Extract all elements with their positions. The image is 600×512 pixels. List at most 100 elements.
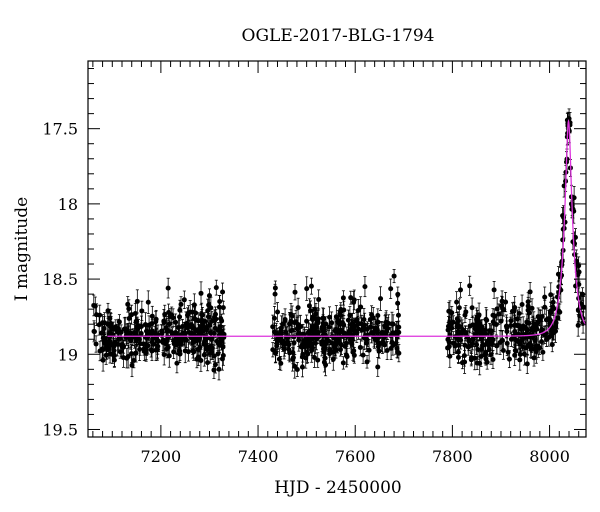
data-point — [290, 355, 296, 361]
data-point — [191, 349, 197, 355]
data-point — [289, 327, 295, 333]
axes-layer: 7200 7400 7600 7800 8000 17.5 18 18.5 19 19.5 — [42, 60, 587, 466]
data-point — [270, 347, 276, 353]
y-tick-label: 17.5 — [42, 120, 78, 139]
data-point — [519, 301, 525, 307]
data-point — [201, 352, 207, 358]
data-point — [205, 360, 211, 366]
data-point — [364, 337, 370, 343]
data-point — [525, 307, 531, 313]
data-point — [461, 353, 467, 359]
data-point — [549, 342, 555, 348]
data-point — [115, 326, 121, 332]
data-point — [499, 298, 505, 304]
data-point — [455, 349, 461, 355]
data-point — [304, 286, 310, 292]
data-point — [99, 330, 105, 336]
x-tick-label: 7200 — [141, 447, 182, 466]
data-point — [212, 325, 218, 331]
x-axis-label: HJD - 2450000 — [274, 478, 402, 498]
data-point — [348, 295, 354, 301]
data-point — [355, 308, 361, 314]
data-point — [129, 312, 135, 318]
data-point — [305, 351, 311, 357]
data-point — [299, 364, 305, 370]
data-point — [342, 343, 348, 349]
data-point — [271, 329, 277, 335]
data-point — [128, 337, 134, 343]
data-point — [189, 309, 195, 315]
data-point — [355, 326, 361, 332]
data-point — [91, 329, 97, 335]
data-point — [516, 323, 522, 329]
data-point — [352, 323, 358, 329]
data-point — [293, 319, 299, 325]
data-point — [384, 348, 390, 354]
data-point — [357, 344, 363, 350]
data-point — [103, 352, 109, 358]
data-point — [479, 332, 485, 338]
x-tick-label: 7800 — [432, 447, 473, 466]
data-point — [572, 241, 578, 247]
data-point — [274, 343, 280, 349]
data-point — [459, 329, 465, 335]
model-curve-layer — [107, 118, 587, 337]
data-point — [550, 330, 556, 336]
data-point — [483, 349, 489, 355]
data-point — [395, 291, 401, 297]
data-point — [531, 355, 537, 361]
data-point — [508, 336, 514, 342]
data-point — [462, 342, 468, 348]
data-point — [216, 366, 222, 372]
data-point — [211, 353, 217, 359]
data-point — [302, 343, 308, 349]
data-point — [133, 350, 139, 356]
data-point — [385, 326, 391, 332]
data-point — [546, 334, 552, 340]
data-point — [449, 325, 455, 331]
data-point — [150, 341, 156, 347]
data-point — [560, 237, 566, 243]
chart-title: OGLE-2017-BLG-1794 — [242, 26, 435, 46]
data-point — [456, 342, 462, 348]
data-point — [217, 299, 223, 305]
data-point — [520, 344, 526, 350]
data-point — [312, 327, 318, 333]
data-point — [575, 272, 581, 278]
data-point — [309, 344, 315, 350]
data-point — [490, 356, 496, 362]
data-point — [388, 286, 394, 292]
data-point — [319, 341, 325, 347]
data-point — [345, 317, 351, 323]
data-point — [271, 315, 277, 321]
data-point — [581, 304, 587, 310]
data-point — [517, 351, 523, 357]
data-point — [213, 285, 219, 291]
data-point — [491, 287, 497, 293]
data-point — [527, 289, 533, 295]
data-point — [161, 352, 167, 358]
data-point — [198, 331, 204, 337]
data-point — [303, 355, 309, 361]
data-point — [374, 319, 380, 325]
data-point — [537, 315, 543, 321]
data-point — [295, 305, 301, 311]
data-point — [105, 308, 111, 314]
data-point — [278, 360, 284, 366]
data-point — [292, 289, 298, 295]
data-point — [126, 306, 132, 312]
y-tick-label: 18.5 — [42, 270, 78, 289]
data-point — [396, 350, 402, 356]
data-point — [534, 320, 540, 326]
data-point — [454, 299, 460, 305]
data-point — [165, 285, 171, 291]
data-point — [389, 339, 395, 345]
data-point — [178, 341, 184, 347]
data-point — [396, 329, 402, 335]
data-point — [304, 338, 310, 344]
data-point — [137, 346, 143, 352]
data-point — [321, 359, 327, 365]
data-point — [93, 341, 99, 347]
data-point — [97, 348, 103, 354]
